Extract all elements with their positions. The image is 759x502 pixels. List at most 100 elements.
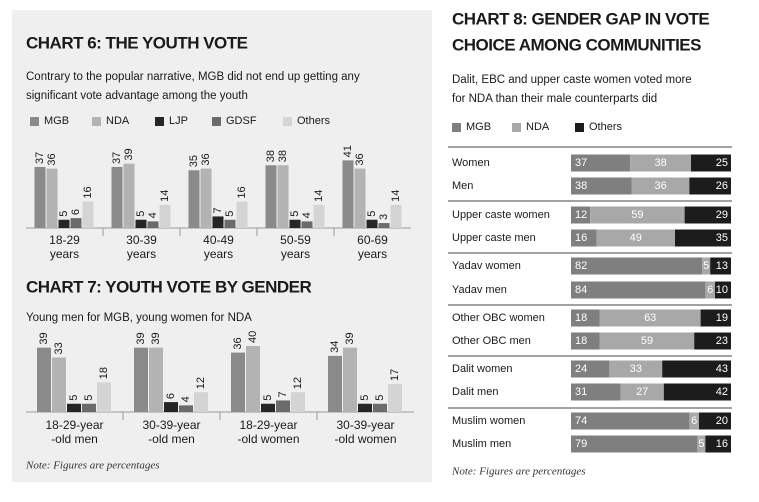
data-label: 36: [46, 153, 58, 165]
data-label: 26: [716, 180, 728, 192]
legend-label: Others: [589, 121, 623, 133]
bar-segment: [699, 412, 731, 430]
data-label: 27: [636, 386, 648, 398]
x-tick-label: years: [281, 247, 310, 261]
bar-segment: [571, 360, 610, 378]
bar-segment: [571, 154, 631, 172]
data-label: 5: [224, 211, 236, 217]
y-tick-label: Muslim women: [452, 415, 525, 427]
data-label: 5: [703, 260, 709, 272]
chart-title: CHART 8: GENDER GAP IN VOTE: [452, 9, 709, 28]
data-label: 49: [630, 232, 642, 244]
bar-segment: [630, 154, 691, 172]
bar: [123, 163, 135, 228]
x-tick-label: -old women: [237, 432, 299, 446]
data-label: 82: [575, 260, 587, 272]
data-label: 59: [641, 335, 653, 347]
bar: [342, 160, 354, 228]
bar: [301, 221, 313, 228]
data-label: 5: [359, 395, 371, 401]
y-tick-label: Women: [452, 157, 490, 169]
x-tick-label: 30-39-year: [142, 418, 200, 432]
chart-subtitle: Contrary to the popular narrative, MGB d…: [26, 71, 360, 83]
bar-segment: [694, 332, 731, 350]
bar-segment: [596, 229, 675, 247]
legend-label: NDA: [526, 121, 550, 133]
data-label: 37: [111, 152, 123, 164]
data-label: 6: [70, 209, 82, 215]
data-label: 31: [575, 386, 587, 398]
bar: [97, 382, 111, 412]
bar: [373, 403, 387, 412]
bar: [134, 347, 148, 412]
bar: [164, 402, 178, 412]
data-label: 4: [180, 396, 192, 402]
data-label: 74: [575, 415, 587, 427]
data-label: 7: [277, 391, 289, 397]
bar-segment: [571, 412, 690, 430]
data-label: 17: [389, 369, 401, 381]
data-label: 5: [289, 211, 301, 217]
bar: [328, 355, 342, 412]
legend-swatch: [92, 117, 101, 126]
x-tick-label: -old women: [334, 432, 396, 446]
x-tick-label: 18-29-year: [239, 418, 297, 432]
legend-swatch: [452, 123, 461, 132]
bar: [147, 221, 159, 228]
data-label: 35: [188, 155, 200, 167]
bar-segment: [710, 257, 731, 275]
data-label: 39: [150, 332, 162, 344]
bar: [231, 352, 245, 412]
data-label: 18: [575, 335, 587, 347]
bar: [224, 219, 236, 228]
data-label: 43: [716, 363, 728, 375]
legend-swatch: [212, 117, 221, 126]
bar-segment: [599, 309, 701, 327]
bar: [159, 204, 171, 228]
legend-swatch: [30, 117, 39, 126]
legend-swatch: [575, 123, 584, 132]
data-label: 20: [716, 415, 728, 427]
y-tick-label: Dalit women: [452, 363, 513, 375]
data-label: 39: [38, 332, 50, 344]
y-tick-label: Other OBC men: [452, 335, 531, 347]
bar: [135, 219, 147, 228]
bar-segment: [697, 435, 706, 453]
bar: [236, 201, 248, 228]
bar-segment: [620, 383, 664, 401]
bar: [261, 403, 275, 412]
x-tick-label: 30-39-year: [336, 418, 394, 432]
bar: [194, 392, 208, 412]
data-label: 42: [716, 386, 728, 398]
data-label: 84: [575, 284, 587, 296]
bar: [343, 347, 357, 412]
y-tick-label: Other OBC women: [452, 312, 545, 324]
bar-segment: [571, 206, 591, 224]
bar-segment: [689, 412, 699, 430]
x-tick-label: -old men: [51, 432, 98, 446]
data-label: 40: [247, 331, 259, 343]
x-tick-label: 18-29: [49, 233, 80, 247]
data-label: 35: [716, 232, 728, 244]
data-label: 7: [212, 207, 224, 213]
bar-segment: [571, 435, 698, 453]
data-label: 5: [58, 211, 70, 217]
bar-segment: [662, 360, 731, 378]
bar-segment: [691, 154, 731, 172]
data-label: 14: [159, 190, 171, 202]
bar: [358, 403, 372, 412]
data-label: 5: [262, 395, 274, 401]
data-label: 5: [83, 395, 95, 401]
legend-label: LJP: [169, 115, 188, 127]
data-label: 18: [98, 367, 110, 379]
bar: [52, 357, 66, 412]
data-label: 3: [378, 214, 390, 220]
bar-segment: [599, 332, 695, 350]
bar: [200, 168, 212, 228]
bar-segment: [590, 206, 685, 224]
bar-segment: [571, 257, 703, 275]
chart-title: CHART 7: YOUTH VOTE BY GENDER: [26, 277, 311, 296]
data-label: 23: [716, 335, 728, 347]
data-label: 38: [654, 157, 666, 169]
data-label: 36: [200, 153, 212, 165]
